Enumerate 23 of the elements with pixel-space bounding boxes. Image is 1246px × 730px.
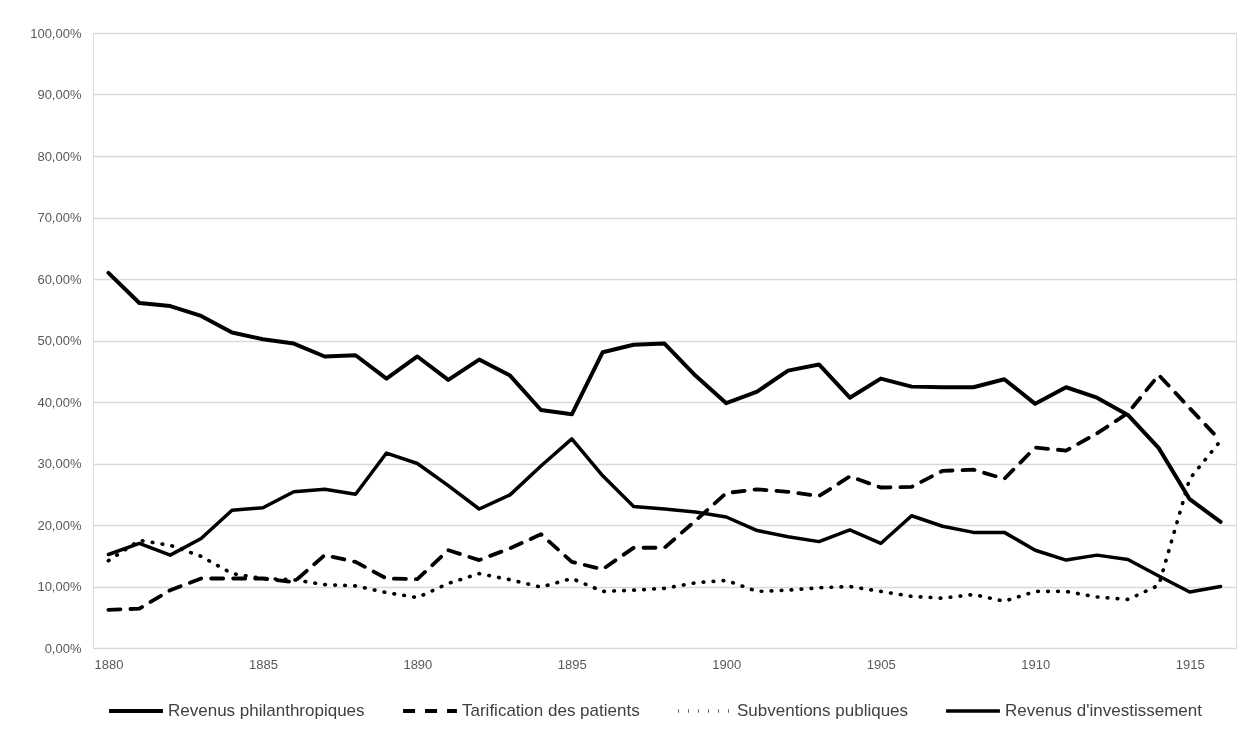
y-tick-label: 80,00% <box>37 148 82 164</box>
y-tick-label: 30,00% <box>37 456 82 471</box>
y-tick-label: 60,00% <box>37 271 82 287</box>
y-tick-label: 20,00% <box>37 517 82 533</box>
x-tick-label: 1885 <box>248 656 278 672</box>
x-tick-label: 1910 <box>1021 656 1051 672</box>
x-tick-label: 1880 <box>94 656 124 672</box>
y-tick-label: 90,00% <box>37 87 82 102</box>
y-tick-label: 70,00% <box>37 210 82 225</box>
x-tick-label: 1900 <box>712 656 742 672</box>
x-tick-label: 1895 <box>557 656 587 672</box>
y-tick-label: 100,00% <box>30 25 82 41</box>
x-tick-label: 1890 <box>403 656 433 672</box>
legend-label: Revenus d'investissement <box>1005 701 1203 720</box>
x-tick-label: 1905 <box>866 656 896 672</box>
legend-label: Tarification des patients <box>462 701 640 720</box>
legend-label: Subventions publiques <box>737 701 909 720</box>
y-tick-label: 0,00% <box>44 640 82 656</box>
legend-label: Revenus philanthropiques <box>168 701 365 720</box>
y-tick-label: 50,00% <box>37 333 82 348</box>
y-tick-label: 10,00% <box>37 579 82 594</box>
y-tick-label: 40,00% <box>37 394 82 410</box>
x-tick-label: 1915 <box>1175 656 1205 672</box>
